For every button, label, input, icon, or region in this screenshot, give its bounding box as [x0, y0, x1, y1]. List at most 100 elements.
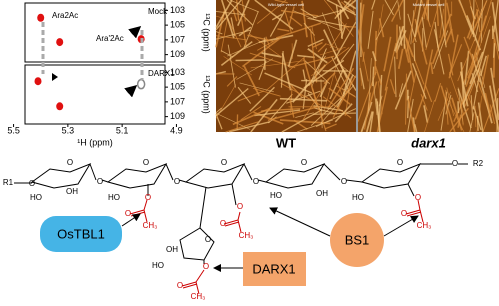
fibril — [302, 78, 308, 109]
atom-label: O — [97, 177, 103, 186]
fibril — [302, 57, 318, 105]
fibril — [303, 22, 316, 36]
fibril — [271, 13, 283, 21]
fibril — [444, 0, 447, 39]
fibril — [343, 0, 357, 10]
fibril — [277, 28, 290, 32]
fibril — [476, 16, 491, 57]
fibril — [484, 92, 492, 117]
fibril — [220, 19, 228, 53]
fibril — [334, 103, 353, 123]
fibril — [374, 65, 383, 86]
fibril — [249, 52, 296, 69]
fibril — [431, 13, 452, 65]
bond — [237, 211, 241, 221]
fibril — [421, 0, 431, 28]
fibril — [457, 88, 472, 129]
enzyme-box — [40, 216, 122, 252]
sugar-ring — [184, 162, 246, 189]
enzyme-label: DARX1 — [252, 261, 295, 276]
atom-label: O — [397, 158, 403, 167]
y-tick-label: 109 — [170, 111, 185, 121]
fibril — [333, 72, 344, 98]
genotype-label: darx1 — [411, 135, 446, 150]
fibril — [329, 23, 347, 49]
x-tick-label: 5.5 — [7, 125, 20, 135]
fibril — [472, 106, 482, 131]
annotation: Ara'2Ac — [96, 34, 124, 43]
fibril — [469, 51, 484, 85]
y-axis-label: ¹³C (ppm) — [202, 75, 212, 114]
fibril — [229, 0, 259, 13]
fibril — [287, 39, 298, 68]
fibril — [265, 55, 306, 92]
fibril — [378, 95, 383, 107]
image-caption: Wild-type vessel cell — [268, 2, 304, 7]
bond — [243, 163, 253, 181]
fibril — [257, 37, 280, 51]
fibril — [414, 124, 418, 133]
fibril — [313, 107, 337, 115]
y-axis-label: ¹³C (ppm) — [202, 13, 212, 52]
fibril — [269, 7, 288, 37]
fibril — [326, 0, 357, 16]
atom-label: O — [401, 209, 407, 218]
fibril — [289, 98, 295, 118]
fibril — [367, 10, 374, 49]
fibril — [310, 88, 351, 126]
fibril — [341, 1, 355, 15]
fibril — [420, 94, 428, 111]
atom-label: CH₃ — [417, 221, 432, 230]
fibril — [334, 84, 357, 98]
fibril — [215, 0, 242, 31]
fibril — [414, 92, 426, 120]
fibril — [493, 0, 499, 33]
fibril — [476, 95, 483, 133]
peak — [37, 13, 45, 22]
atom-label: O — [143, 158, 149, 167]
atom-label: OH — [166, 245, 178, 254]
fibril — [447, 53, 454, 76]
fibril — [389, 79, 396, 94]
atom-label: O — [67, 158, 73, 167]
fibril — [424, 84, 433, 103]
fibril — [340, 43, 355, 62]
fibril — [261, 108, 301, 112]
atom-label: CH₃ — [239, 231, 254, 240]
fibril — [289, 16, 303, 27]
atom-label: O — [177, 281, 183, 290]
fibril — [232, 9, 238, 22]
fibril — [215, 0, 233, 28]
fibril — [374, 4, 384, 55]
fibril — [225, 121, 259, 133]
y-tick-label: 103 — [170, 5, 185, 15]
atom-label: O — [203, 262, 209, 271]
fibril — [448, 34, 459, 79]
fibril — [480, 0, 483, 43]
y-tick-label: 109 — [170, 49, 185, 59]
atom-label: O — [452, 159, 458, 168]
fibril — [300, 8, 317, 19]
fibril — [317, 43, 327, 53]
sugar-ring — [179, 227, 215, 261]
bond — [89, 163, 97, 181]
atom-label: O — [301, 158, 307, 167]
fibril — [469, 112, 475, 133]
fibril — [249, 86, 275, 112]
fibril — [302, 69, 306, 81]
atom-label: R2 — [473, 159, 484, 168]
atom-label: O — [220, 219, 226, 228]
fibril — [321, 12, 339, 52]
fibril — [357, 44, 363, 86]
fibril — [362, 51, 365, 62]
fibril — [405, 37, 425, 85]
fibril — [424, 99, 435, 133]
fibril — [226, 76, 238, 87]
fibril — [215, 87, 249, 117]
fibril — [333, 21, 357, 60]
fibril — [405, 39, 415, 83]
panel-frame — [24, 64, 166, 125]
fibril — [481, 0, 492, 31]
fibril — [462, 66, 481, 104]
arrow — [124, 85, 138, 98]
